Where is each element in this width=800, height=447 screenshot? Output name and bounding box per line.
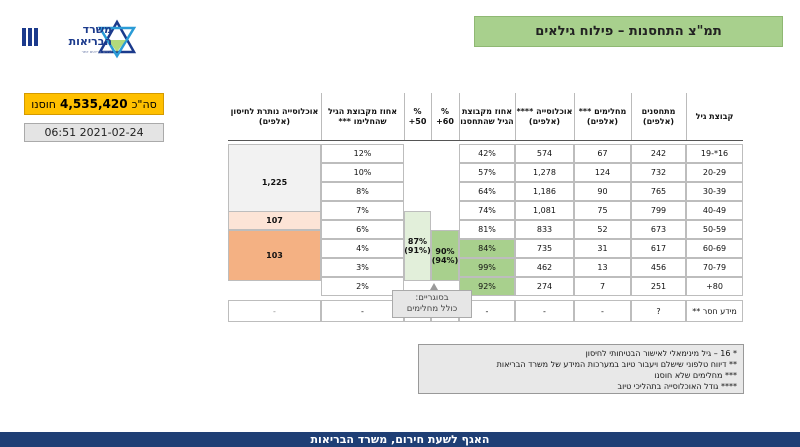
cell-pct-not-sick: 7% bbox=[321, 201, 404, 220]
footer-banner: האגף לשעת חירום, משרד הבריאות bbox=[0, 432, 800, 447]
footnote-4: **** גודל האוכלוסייה בתהליכי טיוב bbox=[617, 382, 737, 391]
logo-subtitle: לחיים בריאים יותר bbox=[81, 49, 112, 54]
cell-sick: 52 bbox=[574, 220, 631, 239]
cell-vaccinated: 251 bbox=[631, 277, 686, 296]
cell-age: 16*-19 bbox=[686, 144, 743, 163]
cell-population: 1,186 bbox=[515, 182, 574, 201]
ministry-logo: משרד הבריאות לחיים בריאים יותר bbox=[22, 18, 142, 60]
header-pct50: % 50+ bbox=[404, 93, 431, 141]
remaining-under-50: 1,225 bbox=[228, 144, 321, 220]
star-of-david-icon bbox=[22, 19, 137, 59]
total-vaccinated-box: סה"כ 4,535,420 חוסנו bbox=[24, 93, 164, 115]
cell-vaccinated: ? bbox=[631, 300, 686, 322]
cell-age: 30-39 bbox=[686, 182, 743, 201]
cell-population: 833 bbox=[515, 220, 574, 239]
callout-note: בסוגריים: כולל מחלימים bbox=[392, 290, 472, 318]
cell-pct-group: 42% bbox=[459, 144, 515, 163]
footnote-2: ** דיווח טלפוני שישלם ויעבור טיוב במערכו… bbox=[496, 360, 737, 369]
header-sick: מחלימים *** (אלפים) bbox=[574, 93, 631, 141]
cell-vaccinated: 765 bbox=[631, 182, 686, 201]
callout-line-2: כולל מחלימים bbox=[406, 304, 458, 314]
cell-pct-not-sick: 10% bbox=[321, 163, 404, 182]
cell-vaccinated: 456 bbox=[631, 258, 686, 277]
header-pct-group: אחוז מקבוצת הגיל שהתחסנו bbox=[459, 93, 515, 141]
cell-pct-not-sick: 3% bbox=[321, 258, 404, 277]
cell-sick: 124 bbox=[574, 163, 631, 182]
logo-line-2: הבריאות bbox=[68, 35, 112, 48]
pct60-merged: 90% (94%) bbox=[431, 230, 459, 281]
pct50-sub: (91%) bbox=[404, 246, 431, 255]
cell-missing-remaining: - bbox=[228, 300, 321, 322]
cell-sick: - bbox=[574, 300, 631, 322]
cell-pct-group: 84% bbox=[459, 239, 515, 258]
cell-age: 70-79 bbox=[686, 258, 743, 277]
cell-population: 1,278 bbox=[515, 163, 574, 182]
cell-pct-group: 57% bbox=[459, 163, 515, 182]
cell-population: 574 bbox=[515, 144, 574, 163]
cell-pct-group: 81% bbox=[459, 220, 515, 239]
cell-age: 40-49 bbox=[686, 201, 743, 220]
cell-pct-group: 64% bbox=[459, 182, 515, 201]
header-remaining: אוכלוסייה נותרת לחיסון (אלפים) bbox=[228, 93, 321, 141]
cell-sick: 7 bbox=[574, 277, 631, 296]
cell-pct-not-sick: 6% bbox=[321, 220, 404, 239]
footnotes: * 16 – גיל מינימאלי לאישור הבטיחותי לחיס… bbox=[418, 344, 744, 394]
cell-population: 1,081 bbox=[515, 201, 574, 220]
cell-pct-group: 74% bbox=[459, 201, 515, 220]
total-prefix: סה"כ bbox=[131, 97, 157, 111]
cell-pct-not-sick: 12% bbox=[321, 144, 404, 163]
header-pct60: % 60+ bbox=[431, 93, 459, 141]
cell-vaccinated: 673 bbox=[631, 220, 686, 239]
cell-pct-not-sick: 2% bbox=[321, 277, 404, 296]
cell-pct-group: 92% bbox=[459, 277, 515, 296]
page-title: תמ"צ התחסנות – פילוח גילאים bbox=[474, 16, 783, 47]
cell-age: 50-59 bbox=[686, 220, 743, 239]
footnote-1: * 16 – גיל מינימאלי לאישור הבטיחותי לחיס… bbox=[585, 349, 737, 358]
cell-age: 20-29 bbox=[686, 163, 743, 182]
header-population: אוכלוסייה **** (אלפים) bbox=[515, 93, 574, 141]
cell-population: 735 bbox=[515, 239, 574, 258]
cell-pct-not-sick: 4% bbox=[321, 239, 404, 258]
callout-line-1: בסוגריים: bbox=[415, 293, 449, 303]
header-vaccinated: מתחסנים (אלפים) bbox=[631, 93, 686, 141]
cell-vaccinated: 242 bbox=[631, 144, 686, 163]
header-pct-not-sick: אחוז מקבוצת הגיל שהחלימו *** bbox=[321, 93, 404, 141]
cell-age: 60-69 bbox=[686, 239, 743, 258]
cell-pct-not-sick: 8% bbox=[321, 182, 404, 201]
cell-population: 462 bbox=[515, 258, 574, 277]
remaining-60-plus: 103 bbox=[228, 230, 321, 281]
cell-vaccinated: 617 bbox=[631, 239, 686, 258]
cell-sick: 75 bbox=[574, 201, 631, 220]
cell-vaccinated: 732 bbox=[631, 163, 686, 182]
cell-sick: 90 bbox=[574, 182, 631, 201]
cell-sick: 67 bbox=[574, 144, 631, 163]
cell-population: 274 bbox=[515, 277, 574, 296]
total-value: 4,535,420 bbox=[59, 97, 128, 111]
age-breakdown-table: קבוצת גיל מתחסנים (אלפים) מחלימים *** (א… bbox=[228, 93, 743, 322]
cell-vaccinated: 799 bbox=[631, 201, 686, 220]
footnote-3: *** מחלימים שלא חוסנו bbox=[654, 371, 737, 380]
cell-sick: 31 bbox=[574, 239, 631, 258]
cell-sick: 13 bbox=[574, 258, 631, 277]
remaining-50-59: 107 bbox=[228, 211, 321, 230]
header-age-group: קבוצת גיל bbox=[686, 93, 743, 141]
timestamp: 06:51 2021-02-24 bbox=[24, 123, 164, 142]
pct50-merged: 87% (91%) bbox=[404, 211, 431, 281]
logo-line-1: משרד bbox=[82, 23, 112, 36]
pct60-value: 90% bbox=[435, 246, 455, 256]
cell-age: 80+ bbox=[686, 277, 743, 296]
cell-pct-group: 99% bbox=[459, 258, 515, 277]
cell-age: מידע חסר ** bbox=[686, 300, 743, 322]
callout-arrow-icon bbox=[430, 283, 438, 290]
total-suffix: חוסנו bbox=[31, 97, 56, 111]
pct60-sub: (94%) bbox=[431, 255, 459, 265]
cell-population: - bbox=[515, 300, 574, 322]
pct50-value: 87% bbox=[407, 237, 428, 246]
